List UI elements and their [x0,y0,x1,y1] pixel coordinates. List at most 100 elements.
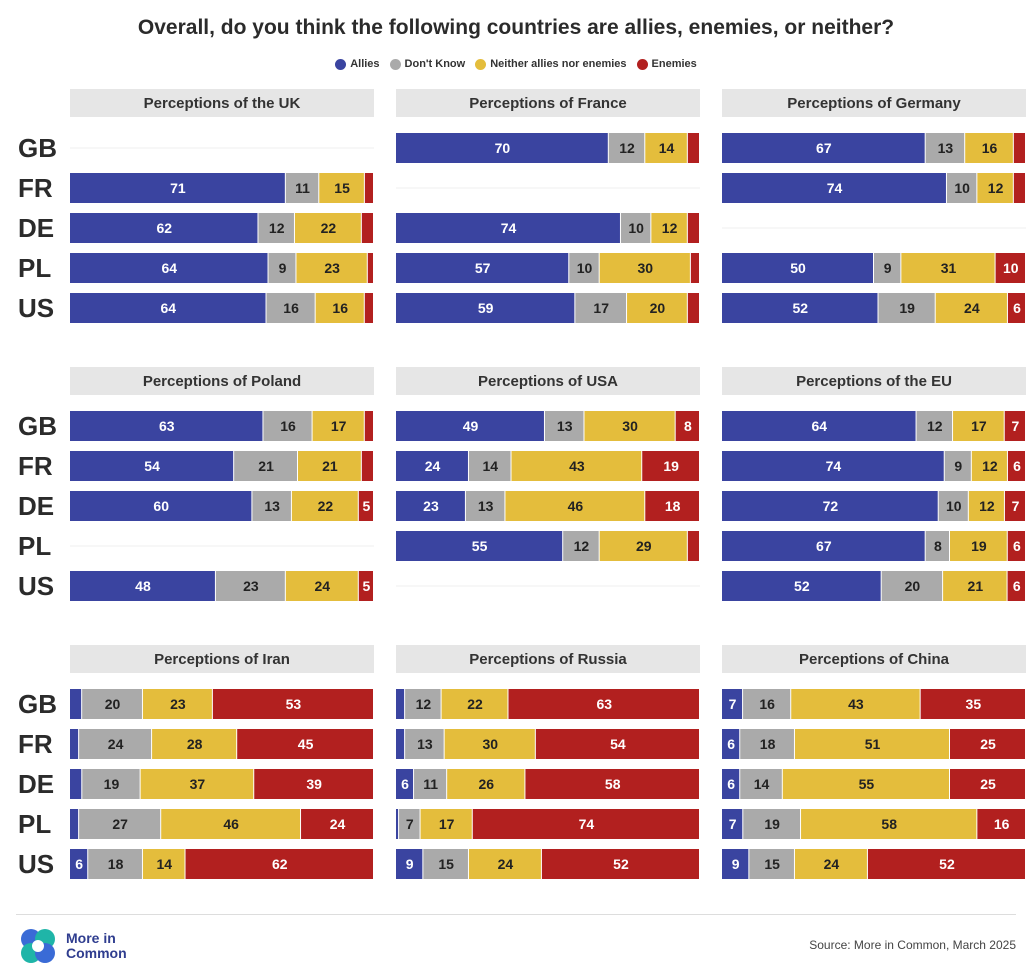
data-label-pl-allies: 55 [472,538,488,554]
data-label-fr-allies: 74 [826,458,842,474]
bar-gb-allies [70,689,82,719]
bar-de-dont-know [414,769,447,799]
panel-perceptions-of-russia: Perceptions of Russia 12 22 63 13 30 54 6 11 26 58… [396,645,700,879]
data-label-us-dont-know: 20 [905,578,921,594]
data-label-de-dont-know: 19 [104,776,120,792]
bar-gb-dont-know [405,689,441,719]
bar-gb-neither [965,133,1013,163]
data-label-fr-enemies: 25 [980,736,996,752]
logo: More in Common [18,926,156,966]
data-label-gb-neither: 16 [982,140,998,156]
data-label-gb-dont-know: 20 [105,696,121,712]
legend-swatch-enemies [636,58,648,70]
data-label-gb-dont-know: 12 [619,140,635,156]
data-label-de-allies: 74 [501,220,517,236]
legend-swatch-allies [335,58,347,70]
row-label-gb: GB [18,133,57,163]
bar-fr-enemies [950,729,1025,759]
data-label-gb-allies: 64 [811,418,827,434]
bar-pl-dont-know [925,531,949,561]
data-label-de-allies: 72 [823,498,839,514]
bar-us-allies [70,571,215,601]
legend: Allies Don't Know Neither allies nor ene… [0,58,1032,70]
bar-pl-enemies [301,809,373,839]
data-label-gb-neither: 17 [971,418,987,434]
data-label-de-neither: 22 [321,220,337,236]
panel-title: Perceptions of Germany [787,95,961,112]
chart-grid: GB FR DE PL US GB FR DE PL US GB FR DE PL US Perception… [18,89,1026,879]
bar-us-allies [722,849,749,879]
data-label-pl-allies: 57 [475,260,491,276]
panel-header [70,89,374,117]
data-label-us-enemies: 52 [613,856,629,872]
bar-gb-allies [396,133,608,163]
data-label-fr-neither: 51 [865,736,881,752]
bar-gb-enemies [687,133,699,163]
data-label-us-enemies: 6 [1013,300,1021,316]
data-label-pl-neither: 29 [636,538,652,554]
panel-title: Perceptions of France [469,95,627,112]
bar-us-dont-know [266,293,315,323]
logo-mark-icon [21,929,55,963]
data-label-us-neither: 16 [332,300,348,316]
row-label-gb: GB [18,689,57,719]
data-label-fr-neither: 30 [482,736,498,752]
bar-pl-neither [801,809,977,839]
bar-gb-allies [396,689,405,719]
bar-fr-enemies [535,729,699,759]
data-label-gb-dont-know: 13 [938,140,954,156]
panel-perceptions-of-usa: Perceptions of USA 49 13 30 8 24 14 43 19 23 13 46 1… [396,367,700,587]
data-label-pl-allies: 7 [729,816,737,832]
data-label-us-neither: 24 [824,856,840,872]
data-label-us-enemies: 6 [1013,578,1021,594]
row-label-us: US [18,293,54,323]
panel-header [722,367,1026,395]
data-label-pl-enemies: 10 [1003,260,1019,276]
bar-de-neither [651,213,687,243]
bar-de-dont-know [465,491,505,521]
bar-de-enemies [254,769,373,799]
bar-us-dont-know [749,849,794,879]
data-label-gb-dont-know: 12 [927,418,943,434]
bar-us-dont-know [575,293,627,323]
bar-pl-allies [722,531,925,561]
row-label-us: US [18,849,54,879]
bar-de-neither [447,769,525,799]
bar-gb-neither [441,689,508,719]
data-label-us-allies: 6 [75,856,83,872]
bar-de-allies [722,769,740,799]
data-label-gb-allies: 67 [816,140,832,156]
data-label-fr-neither: 12 [988,180,1004,196]
bar-gb-neither [645,133,687,163]
bar-de-neither [140,769,254,799]
data-label-gb-neither: 30 [622,418,638,434]
panel-header [70,367,374,395]
data-label-gb-enemies: 7 [1011,418,1019,434]
data-label-de-allies: 6 [727,776,735,792]
bar-pl-enemies [995,253,1025,283]
bar-de-neither [782,769,949,799]
bar-gb-allies [70,411,263,441]
data-label-de-neither: 26 [479,776,495,792]
data-label-fr-dont-know: 24 [108,736,124,752]
data-label-gb-dont-know: 13 [557,418,573,434]
data-label-pl-neither: 23 [324,260,340,276]
data-label-pl-allies: 50 [790,260,806,276]
data-label-fr-neither: 43 [569,458,585,474]
bar-fr-enemies [1007,451,1025,481]
bar-de-enemies [358,491,373,521]
bar-gb-dont-know [544,411,584,441]
data-label-us-dont-know: 23 [243,578,259,594]
data-label-us-dont-know: 15 [438,856,454,872]
data-label-gb-enemies: 8 [684,418,692,434]
bar-fr-allies [396,729,405,759]
bar-de-enemies [950,769,1025,799]
bar-us-neither [315,293,364,323]
bar-pl-dont-know [268,253,296,283]
panel-title: Perceptions of Russia [469,651,627,668]
bar-pl-allies [70,253,268,283]
data-label-fr-allies: 54 [144,458,160,474]
bar-de-allies [70,769,82,799]
row-label-de: DE [18,491,54,521]
chart-title: Overall, do you think the following coun… [137,16,895,39]
